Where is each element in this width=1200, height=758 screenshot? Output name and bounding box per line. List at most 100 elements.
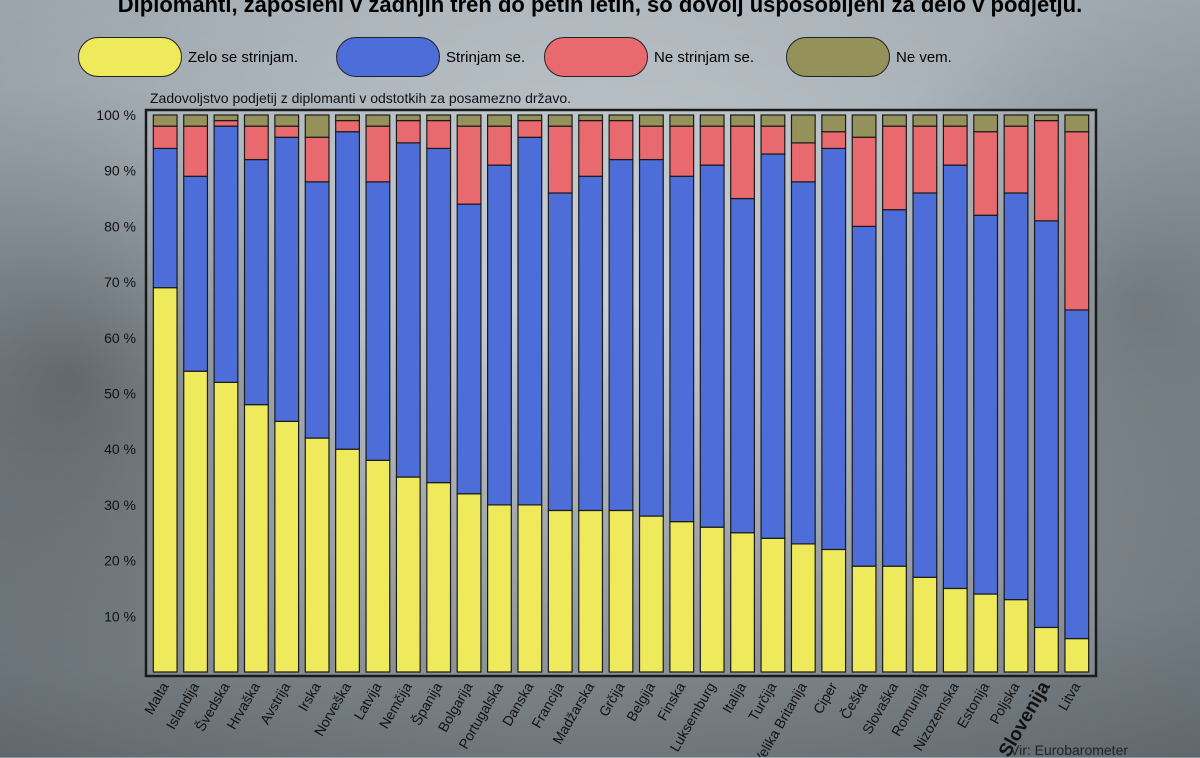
bar-segment-ne-vem: [1033, 114, 1059, 122]
bar-segment-ne-strinjam: [365, 125, 391, 183]
bar-segment-zelo: [1033, 626, 1059, 673]
x-tick-label: Grčija: [595, 679, 627, 719]
legend-swatch-ne-vem: [786, 37, 890, 77]
bar-segment-ne-vem: [395, 114, 421, 122]
bar-segment-strinjam: [851, 225, 877, 567]
bar-segment-strinjam: [669, 175, 695, 523]
bar-segment-strinjam: [274, 136, 300, 422]
bar-segment-ne-strinjam: [335, 119, 360, 133]
bar-segment-zelo: [517, 504, 543, 673]
x-tick-label: Irska: [295, 679, 324, 713]
legend-item-ne-vem: Ne vem.: [786, 34, 952, 80]
bar-segment-ne-strinjam: [1064, 131, 1090, 311]
legend-swatch-ne-strinjam: [544, 37, 648, 77]
bar-segment-zelo: [638, 515, 664, 673]
x-tick-label: Litva: [1055, 679, 1084, 713]
source-note: Vir: Eurobarometer: [1010, 742, 1129, 758]
bar-segment-zelo: [274, 420, 300, 673]
bar-segment-zelo: [882, 565, 907, 673]
chart-subtitle: Zadovoljstvo podjetij z diplomanti v ods…: [150, 90, 571, 106]
bar-segment-ne-strinjam: [183, 125, 209, 177]
y-tick-label: 50 %: [104, 386, 136, 402]
bar-segment-strinjam: [790, 181, 816, 545]
legend-label-ne-vem: Ne vem.: [896, 48, 952, 66]
legend: Zelo se strinjam. Strinjam se. Ne strinj…: [0, 34, 1200, 80]
bar-segment-ne-vem: [243, 114, 269, 127]
bar-segment-zelo: [821, 548, 847, 673]
bar-segment-ne-strinjam: [638, 125, 664, 161]
bar-segment-ne-strinjam: [547, 125, 573, 194]
bar-segment-ne-vem: [882, 114, 907, 127]
bar-segment-zelo: [304, 437, 330, 673]
bar-segment-ne-strinjam: [426, 119, 452, 150]
bar-segment-ne-strinjam: [304, 136, 330, 183]
bar-segment-ne-strinjam: [487, 125, 512, 166]
bar-segment-zelo: [699, 526, 725, 673]
bar-segment-zelo: [335, 448, 360, 673]
bar-segment-strinjam: [183, 175, 209, 372]
bar-segment-strinjam: [1064, 309, 1090, 640]
bar-segment-zelo: [973, 593, 999, 673]
bar-segment-ne-vem: [547, 114, 573, 127]
bar-segment-ne-vem: [456, 114, 482, 127]
y-tick-label: 20 %: [104, 553, 136, 569]
bar-segment-ne-strinjam: [1033, 119, 1059, 222]
bar-segment-zelo: [183, 370, 209, 673]
bar-segment-zelo: [942, 587, 968, 673]
y-tick-label: 30 %: [104, 497, 136, 513]
bar-segment-strinjam: [304, 181, 330, 439]
bar-segment-ne-vem: [578, 114, 604, 122]
bar-segment-strinjam: [638, 158, 664, 517]
bar-segment-strinjam: [730, 197, 755, 534]
bar-segment-ne-strinjam: [942, 125, 968, 166]
bar-segment-ne-strinjam: [912, 125, 938, 194]
bar-segment-strinjam: [395, 142, 421, 478]
bar-segment-strinjam: [942, 164, 968, 590]
bar-segment-zelo: [213, 381, 239, 673]
bar-segment-ne-vem: [517, 114, 543, 122]
chart-title: Diplomanti, zaposleni v zadnjih treh do …: [117, 0, 1083, 17]
legend-swatch-strinjam: [336, 37, 440, 77]
bar-segment-zelo: [365, 459, 391, 673]
bar-segment-zelo: [1064, 637, 1090, 673]
bar-segment-ne-strinjam: [760, 125, 786, 155]
bar-segment-zelo: [669, 521, 695, 673]
bar-segment-ne-strinjam: [821, 131, 847, 150]
bar-segment-ne-vem: [730, 114, 755, 127]
bar-segment-ne-strinjam: [243, 125, 269, 161]
bar-segment-ne-strinjam: [578, 119, 604, 177]
bar-segment-ne-strinjam: [517, 119, 543, 138]
legend-item-ne-strinjam: Ne strinjam se.: [544, 34, 754, 80]
bar-segment-zelo: [790, 543, 816, 673]
bar-segment-zelo: [730, 532, 755, 673]
bar-segment-strinjam: [547, 192, 573, 512]
bar-segment-ne-vem: [365, 114, 391, 127]
bar-segment-ne-strinjam: [973, 131, 999, 216]
bar-segment-ne-strinjam: [730, 125, 755, 200]
bar-segment-ne-strinjam: [274, 125, 300, 138]
bar-segment-strinjam: [912, 192, 938, 578]
bar-segment-ne-strinjam: [1003, 125, 1029, 194]
bar-segment-ne-strinjam: [669, 125, 695, 177]
bar-segment-strinjam: [1033, 220, 1059, 629]
bar-segment-strinjam: [1003, 192, 1029, 601]
bar-segment-ne-vem: [851, 114, 877, 138]
bar-segment-ne-vem: [213, 114, 239, 122]
bar-segment-zelo: [760, 537, 786, 673]
bar-segment-strinjam: [699, 164, 725, 528]
bar-segment-strinjam: [973, 214, 999, 595]
bar-segment-zelo: [487, 504, 512, 673]
bar-segment-ne-vem: [1064, 114, 1090, 133]
x-tick-label: Belgija: [623, 679, 658, 724]
bar-segment-ne-vem: [487, 114, 512, 127]
bar-segment-zelo: [1003, 598, 1029, 673]
x-tick-label: Italija: [719, 679, 749, 715]
bar-segment-ne-strinjam: [213, 119, 239, 127]
bar-segment-strinjam: [456, 203, 482, 495]
bar-segment-strinjam: [517, 136, 543, 506]
bar-segment-ne-vem: [912, 114, 938, 127]
bar-segment-strinjam: [365, 181, 391, 461]
x-tick-label: Ciper: [810, 679, 841, 716]
y-tick-label: 100 %: [96, 107, 136, 123]
legend-label-strinjam: Strinjam se.: [446, 48, 526, 66]
